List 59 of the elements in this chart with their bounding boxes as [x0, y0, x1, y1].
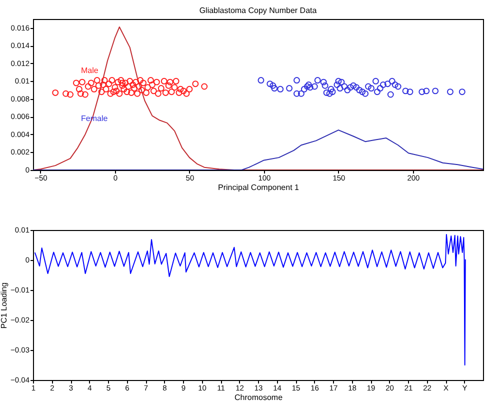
point — [406, 88, 414, 96]
point — [356, 86, 363, 94]
point — [304, 83, 310, 90]
point — [258, 77, 264, 84]
point — [387, 91, 394, 98]
point — [305, 81, 312, 88]
point — [423, 88, 430, 94]
point — [335, 78, 342, 84]
chart-title: Gliablastoma Copy Number Data — [199, 6, 318, 15]
line-series — [33, 130, 483, 170]
y-axis-title: PC1 Loading — [0, 282, 9, 329]
point — [365, 83, 372, 90]
point — [362, 90, 369, 97]
point — [322, 82, 328, 89]
point — [277, 86, 284, 92]
point — [338, 78, 345, 86]
point — [458, 88, 466, 96]
point — [374, 88, 380, 96]
point — [446, 88, 454, 96]
point — [314, 77, 321, 84]
point — [341, 83, 348, 90]
point — [320, 78, 327, 86]
point — [344, 86, 351, 94]
point — [306, 84, 314, 91]
point — [402, 88, 409, 94]
point — [294, 90, 300, 97]
x-axis-title: Principal Component 1 — [218, 183, 300, 192]
point — [266, 80, 274, 88]
point — [334, 81, 340, 88]
point — [353, 84, 360, 91]
point — [418, 88, 426, 96]
point — [347, 84, 354, 91]
point — [323, 89, 330, 96]
point — [376, 85, 384, 92]
point — [336, 85, 344, 92]
point — [270, 82, 276, 89]
point — [372, 78, 379, 84]
point — [271, 85, 278, 92]
point — [350, 82, 357, 89]
series-label: Male — [81, 66, 99, 75]
point — [384, 80, 391, 88]
point — [328, 86, 334, 92]
point — [388, 78, 396, 84]
point — [294, 77, 300, 84]
point — [432, 88, 439, 94]
point — [392, 81, 398, 88]
point — [300, 86, 308, 92]
point — [394, 83, 402, 90]
point — [311, 83, 318, 90]
point — [380, 81, 386, 88]
point — [368, 85, 374, 92]
line-series — [33, 26, 483, 170]
point — [298, 90, 304, 97]
point — [329, 88, 336, 96]
point — [286, 85, 293, 92]
point — [359, 88, 366, 96]
line-series — [34, 234, 466, 366]
point — [326, 90, 333, 97]
x-axis-title: Chromosome — [234, 393, 284, 402]
